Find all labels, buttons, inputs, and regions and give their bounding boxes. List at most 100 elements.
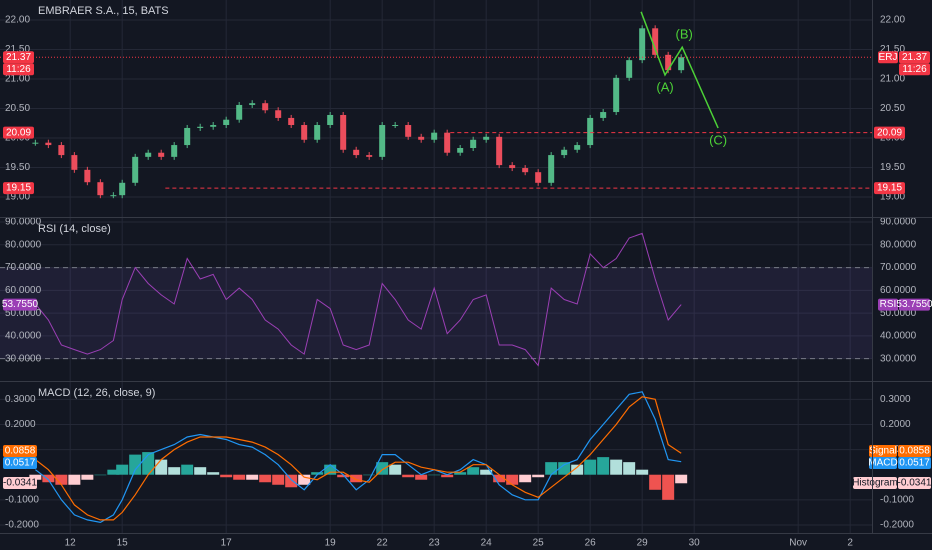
candle-body — [32, 142, 39, 144]
histogram-bar — [441, 474, 454, 478]
y-tick-label-left: 60.0000 — [5, 285, 42, 296]
candle-body — [366, 155, 373, 157]
candle-body — [639, 28, 646, 61]
macd-title: MACD (12, 26, close, 9) — [38, 387, 155, 399]
histogram-bar — [259, 474, 272, 483]
rsi-band — [0, 267, 872, 359]
candle-body — [678, 57, 685, 71]
candle-body — [71, 155, 78, 170]
price-tag-label: 19.15 — [877, 183, 902, 194]
histogram-bar — [55, 474, 68, 485]
y-tick-label-left: 22.00 — [5, 15, 30, 26]
y-tick-label: 40.0000 — [880, 331, 917, 342]
x-tick-label: 24 — [481, 538, 493, 549]
y-tick-label-left: -0.2000 — [5, 520, 39, 531]
y-tick-label-left: 19.00 — [5, 192, 30, 203]
series-tag — [898, 477, 931, 489]
y-tick-label-left: 21.50 — [5, 44, 30, 55]
histogram-bar — [454, 472, 467, 475]
candle-body — [587, 117, 594, 146]
y-tick-label-left: 50.0000 — [5, 308, 42, 319]
histogram-bar — [207, 472, 220, 475]
y-tick-label-left: 80.0000 — [5, 239, 42, 250]
series-tag-value: 0.0858 — [899, 446, 930, 457]
y-tick-label: 90.0000 — [880, 217, 917, 228]
y-tick-label: -0.1000 — [880, 494, 914, 505]
candle-body — [197, 126, 204, 128]
macd-line — [35, 396, 682, 521]
histogram-bar — [298, 474, 311, 485]
histogram-bar — [246, 474, 259, 480]
candle-body — [483, 136, 490, 140]
series-tag — [898, 457, 931, 469]
candle-body — [574, 145, 581, 150]
histogram-bar — [42, 474, 55, 483]
wave-label: (A) — [656, 79, 673, 94]
candle-body — [548, 155, 555, 183]
histogram-bar — [233, 474, 246, 480]
histogram-bar — [493, 474, 506, 483]
candle-body — [236, 104, 243, 120]
y-tick-label: 0.2000 — [880, 419, 911, 430]
candle-body — [652, 28, 659, 55]
y-tick-label: 20.50 — [880, 103, 905, 114]
histogram-bar — [194, 467, 207, 475]
histogram-bar — [272, 474, 285, 485]
histogram-bar — [129, 454, 142, 475]
histogram-bar — [558, 462, 571, 475]
candle-body — [132, 156, 139, 183]
price-tag — [3, 298, 37, 311]
histogram-bar — [116, 464, 129, 475]
histogram-bar — [94, 474, 107, 476]
price-tag-label: ERJ — [879, 52, 898, 63]
candle-body — [249, 103, 256, 105]
series-tag-name: Signal — [869, 446, 897, 457]
candle-body — [431, 132, 438, 140]
histogram-bar — [285, 474, 298, 488]
x-tick-label: 26 — [585, 538, 597, 549]
histogram-bar — [350, 474, 363, 483]
series-tag — [853, 477, 897, 489]
price-tag — [3, 182, 34, 195]
price-tag — [874, 182, 905, 195]
candle-body — [522, 168, 529, 173]
candle-body — [119, 182, 126, 196]
wave-label: (C) — [709, 132, 727, 147]
candle-body — [110, 195, 117, 197]
y-tick-label: 19.00 — [880, 192, 905, 203]
histogram-bar — [571, 464, 584, 475]
price-tag-label: 20.09 — [877, 127, 902, 138]
candle-body — [327, 114, 334, 126]
histogram-bar — [506, 474, 519, 485]
price-tag-label: 53.7550 — [896, 299, 932, 310]
candle-body — [97, 182, 104, 196]
series-tag-value: 0.0517 — [899, 458, 930, 469]
candle-body — [665, 54, 672, 71]
histogram-bar — [662, 474, 675, 500]
price-tag-label: 21.37 — [902, 52, 927, 63]
y-tick-label: 70.0000 — [880, 262, 917, 273]
histogram-bar — [311, 472, 324, 475]
candle-body — [613, 77, 620, 113]
series-tag — [3, 457, 37, 469]
histogram-bar — [584, 459, 597, 475]
candle-body — [405, 125, 412, 137]
series-tag — [869, 445, 897, 457]
y-tick-label: 80.0000 — [880, 239, 917, 250]
histogram-bar — [532, 474, 545, 478]
rsi-title: RSI (14, close) — [38, 223, 111, 235]
histogram-bar — [402, 474, 415, 478]
y-tick-label: 60.0000 — [880, 285, 917, 296]
y-tick-label-left: 20.50 — [5, 103, 30, 114]
price-tag — [3, 51, 34, 64]
price-tag — [878, 298, 898, 311]
price-tag-label: 21.37 — [6, 52, 31, 63]
candle-body — [145, 152, 152, 157]
histogram-bar — [81, 474, 94, 480]
candle-body — [561, 149, 568, 156]
price-tag — [899, 298, 930, 311]
wave-label: (B) — [676, 27, 693, 42]
candle-body — [340, 114, 347, 150]
